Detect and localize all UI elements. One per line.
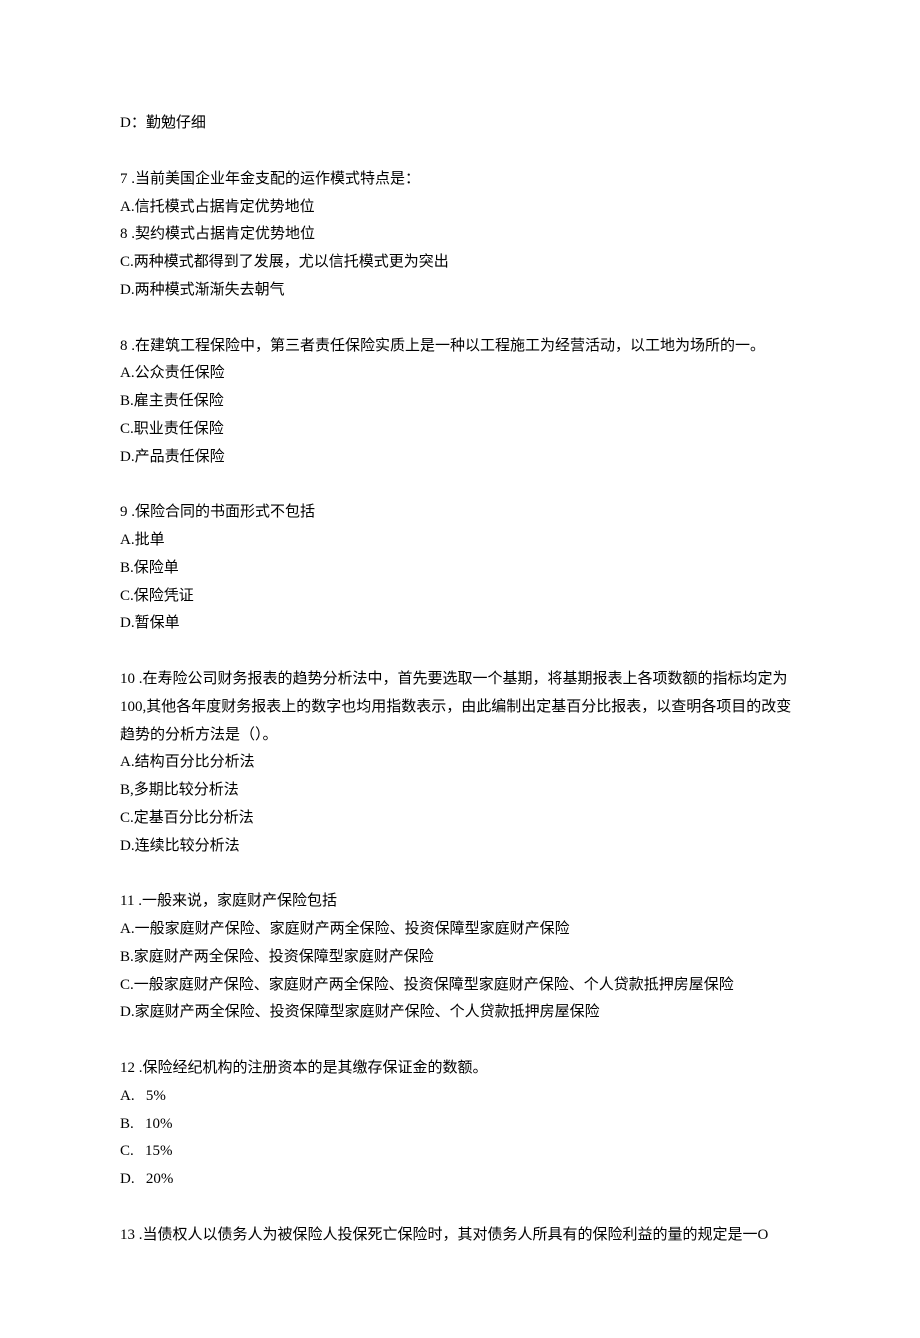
option-c: C.保险凭证 — [120, 583, 800, 611]
question-number: 11 — [120, 893, 134, 909]
question-10: 10 .在寿险公司财务报表的趋势分析法中，首先要选取一个基期，将基期报表上各项数… — [120, 666, 800, 860]
question-number: 9 — [120, 504, 128, 520]
option-value: 5% — [146, 1088, 166, 1104]
question-text: .一般来说，家庭财产保险包括 — [134, 893, 337, 909]
option-a: A. 5% — [120, 1083, 800, 1111]
question-13: 13 .当债权人以债务人为被保险人投保死亡保险时，其对债务人所具有的保险利益的量… — [120, 1222, 800, 1250]
question-stem: 13 .当债权人以债务人为被保险人投保死亡保险时，其对债务人所具有的保险利益的量… — [120, 1222, 800, 1250]
option-a: A.一般家庭财产保险、家庭财产两全保险、投资保障型家庭财产保险 — [120, 916, 800, 944]
option-value: 20% — [146, 1171, 174, 1187]
question-text: .当前美国企业年金支配的运作模式特点是： — [128, 171, 421, 187]
question-11: 11 .一般来说，家庭财产保险包括 A.一般家庭财产保险、家庭财产两全保险、投资… — [120, 888, 800, 1027]
question-stem: 7 .当前美国企业年金支配的运作模式特点是： — [120, 166, 800, 194]
option-a: A.公众责任保险 — [120, 360, 800, 388]
question-stem: 10 .在寿险公司财务报表的趋势分析法中，首先要选取一个基期，将基期报表上各项数… — [120, 666, 800, 749]
question-text: .保险合同的书面形式不包括 — [128, 504, 316, 520]
option-c: C.定基百分比分析法 — [120, 805, 800, 833]
option-b: B.保险单 — [120, 555, 800, 583]
question-8: 8 .在建筑工程保险中，第三者责任保险实质上是一种以工程施工为经营活动，以工地为… — [120, 333, 800, 472]
question-number: 8 — [120, 338, 128, 354]
option-c: C. 15% — [120, 1138, 800, 1166]
option-d: D.产品责任保险 — [120, 444, 800, 472]
option-letter: C. — [120, 1143, 134, 1159]
option-d: D.两种模式渐渐失去朝气 — [120, 277, 800, 305]
option-b-number: 8 — [120, 226, 128, 242]
question-text: .保险经纪机构的注册资本的是其缴存保证金的数额。 — [135, 1060, 488, 1076]
option-b: B.雇主责任保险 — [120, 388, 800, 416]
option-d: D.连续比较分析法 — [120, 833, 800, 861]
orphan-option-block: D：勤勉仔细 — [120, 110, 800, 138]
question-7: 7 .当前美国企业年金支配的运作模式特点是： A.信托模式占据肯定优势地位 8 … — [120, 166, 800, 305]
question-text: .在寿险公司财务报表的趋势分析法中，首先要选取一个基期，将基期报表上各项数额的指… — [120, 671, 791, 743]
option-d: D.暂保单 — [120, 610, 800, 638]
question-stem: 11 .一般来说，家庭财产保险包括 — [120, 888, 800, 916]
question-12: 12 .保险经纪机构的注册资本的是其缴存保证金的数额。 A. 5% B. 10%… — [120, 1055, 800, 1194]
option-d: D.家庭财产两全保险、投资保障型家庭财产保险、个人贷款抵押房屋保险 — [120, 999, 800, 1027]
question-text: .在建筑工程保险中，第三者责任保险实质上是一种以工程施工为经营活动，以工地为场所… — [128, 338, 766, 354]
option-c: C.职业责任保险 — [120, 416, 800, 444]
question-number: 12 — [120, 1060, 135, 1076]
question-number: 7 — [120, 171, 128, 187]
option-c: C.两种模式都得到了发展，尤以信托模式更为突出 — [120, 249, 800, 277]
option-value: 15% — [145, 1143, 173, 1159]
option-a: A.批单 — [120, 527, 800, 555]
option-a: A.结构百分比分析法 — [120, 749, 800, 777]
question-stem: 9 .保险合同的书面形式不包括 — [120, 499, 800, 527]
option-d: D：勤勉仔细 — [120, 110, 800, 138]
question-stem: 12 .保险经纪机构的注册资本的是其缴存保证金的数额。 — [120, 1055, 800, 1083]
option-b: B,多期比较分析法 — [120, 777, 800, 805]
question-text: .当债权人以债务人为被保险人投保死亡保险时，其对债务人所具有的保险利益的量的规定… — [135, 1227, 768, 1243]
option-value: 10% — [145, 1116, 173, 1132]
question-number: 10 — [120, 671, 135, 687]
question-9: 9 .保险合同的书面形式不包括 A.批单 B.保险单 C.保险凭证 D.暂保单 — [120, 499, 800, 638]
option-b: 8 .契约模式占据肯定优势地位 — [120, 221, 800, 249]
option-d: D. 20% — [120, 1166, 800, 1194]
option-c: C.一般家庭财产保险、家庭财产两全保险、投资保障型家庭财产保险、个人贷款抵押房屋… — [120, 972, 800, 1000]
question-number: 13 — [120, 1227, 135, 1243]
option-a: A.信托模式占据肯定优势地位 — [120, 194, 800, 222]
option-b-text: .契约模式占据肯定优势地位 — [128, 226, 316, 242]
option-letter: D. — [120, 1171, 135, 1187]
option-b: B.家庭财产两全保险、投资保障型家庭财产保险 — [120, 944, 800, 972]
question-stem: 8 .在建筑工程保险中，第三者责任保险实质上是一种以工程施工为经营活动，以工地为… — [120, 333, 800, 361]
option-b: B. 10% — [120, 1111, 800, 1139]
option-letter: B. — [120, 1116, 134, 1132]
option-letter: A. — [120, 1088, 135, 1104]
